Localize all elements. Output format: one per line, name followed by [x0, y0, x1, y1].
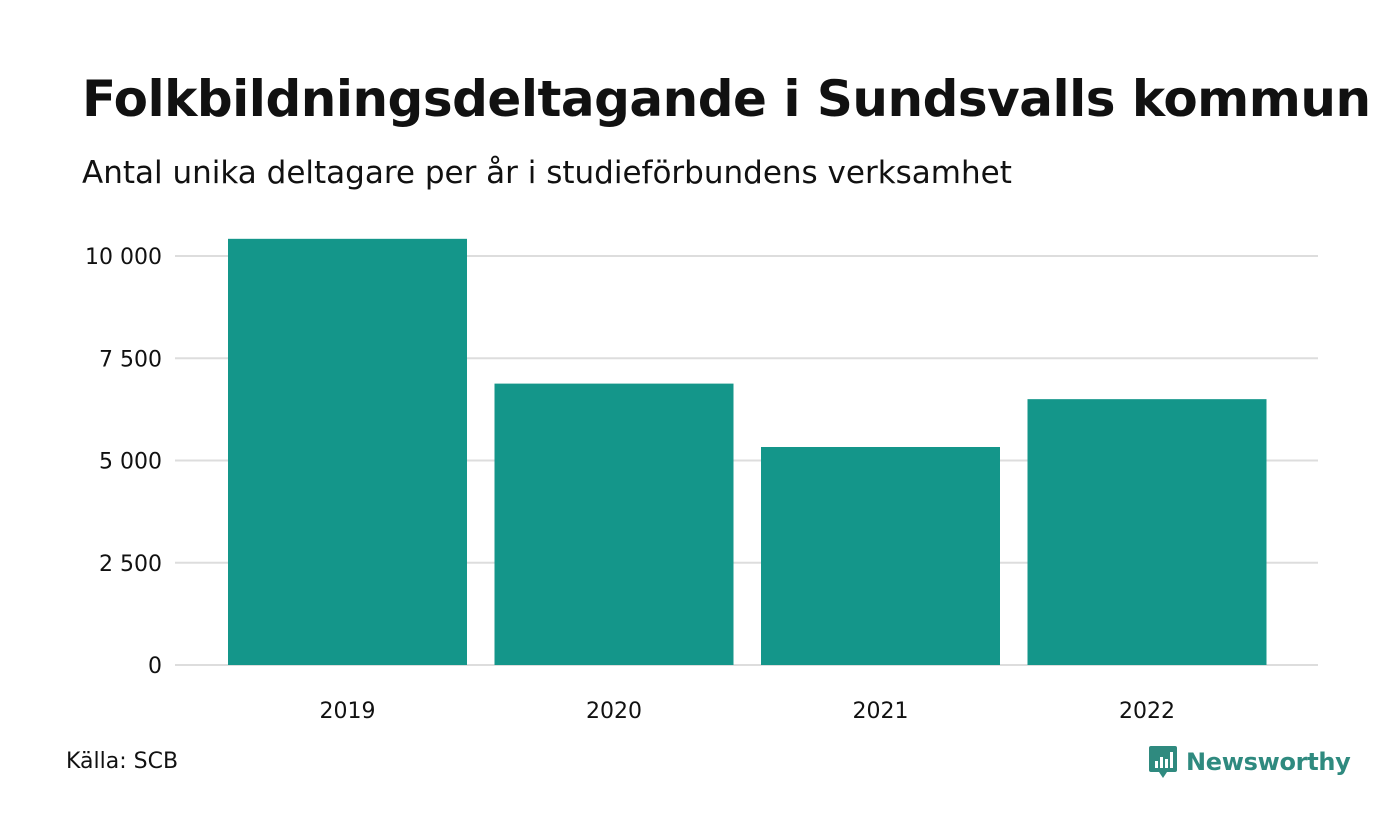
source-note: Källa: SCB — [66, 749, 179, 774]
y-tick-label: 5 000 — [99, 450, 162, 475]
y-tick-label: 2 500 — [99, 552, 162, 577]
x-tick-label: 2022 — [1119, 699, 1175, 724]
bar-2022 — [1027, 399, 1267, 665]
newsworthy-logo: Newsworthy — [1148, 744, 1351, 780]
bar-2019 — [228, 238, 467, 665]
x-tick-label: 2019 — [320, 699, 376, 724]
y-tick-label: 10 000 — [85, 245, 162, 270]
y-tick-label: 7 500 — [99, 347, 162, 372]
newsworthy-brand-label: Newsworthy — [1186, 748, 1351, 776]
x-tick-label: 2020 — [586, 699, 642, 724]
x-tick-label: 2021 — [853, 699, 909, 724]
chart-subtitle: Antal unika deltagare per år i studieför… — [82, 155, 1012, 191]
bar-2020 — [494, 383, 734, 665]
y-tick-label: 0 — [148, 654, 162, 679]
chart-title: Folkbildningsdeltagande i Sundsvalls kom… — [82, 70, 1371, 128]
bar-2021 — [761, 447, 1000, 665]
newsworthy-logo-icon — [1149, 746, 1177, 778]
